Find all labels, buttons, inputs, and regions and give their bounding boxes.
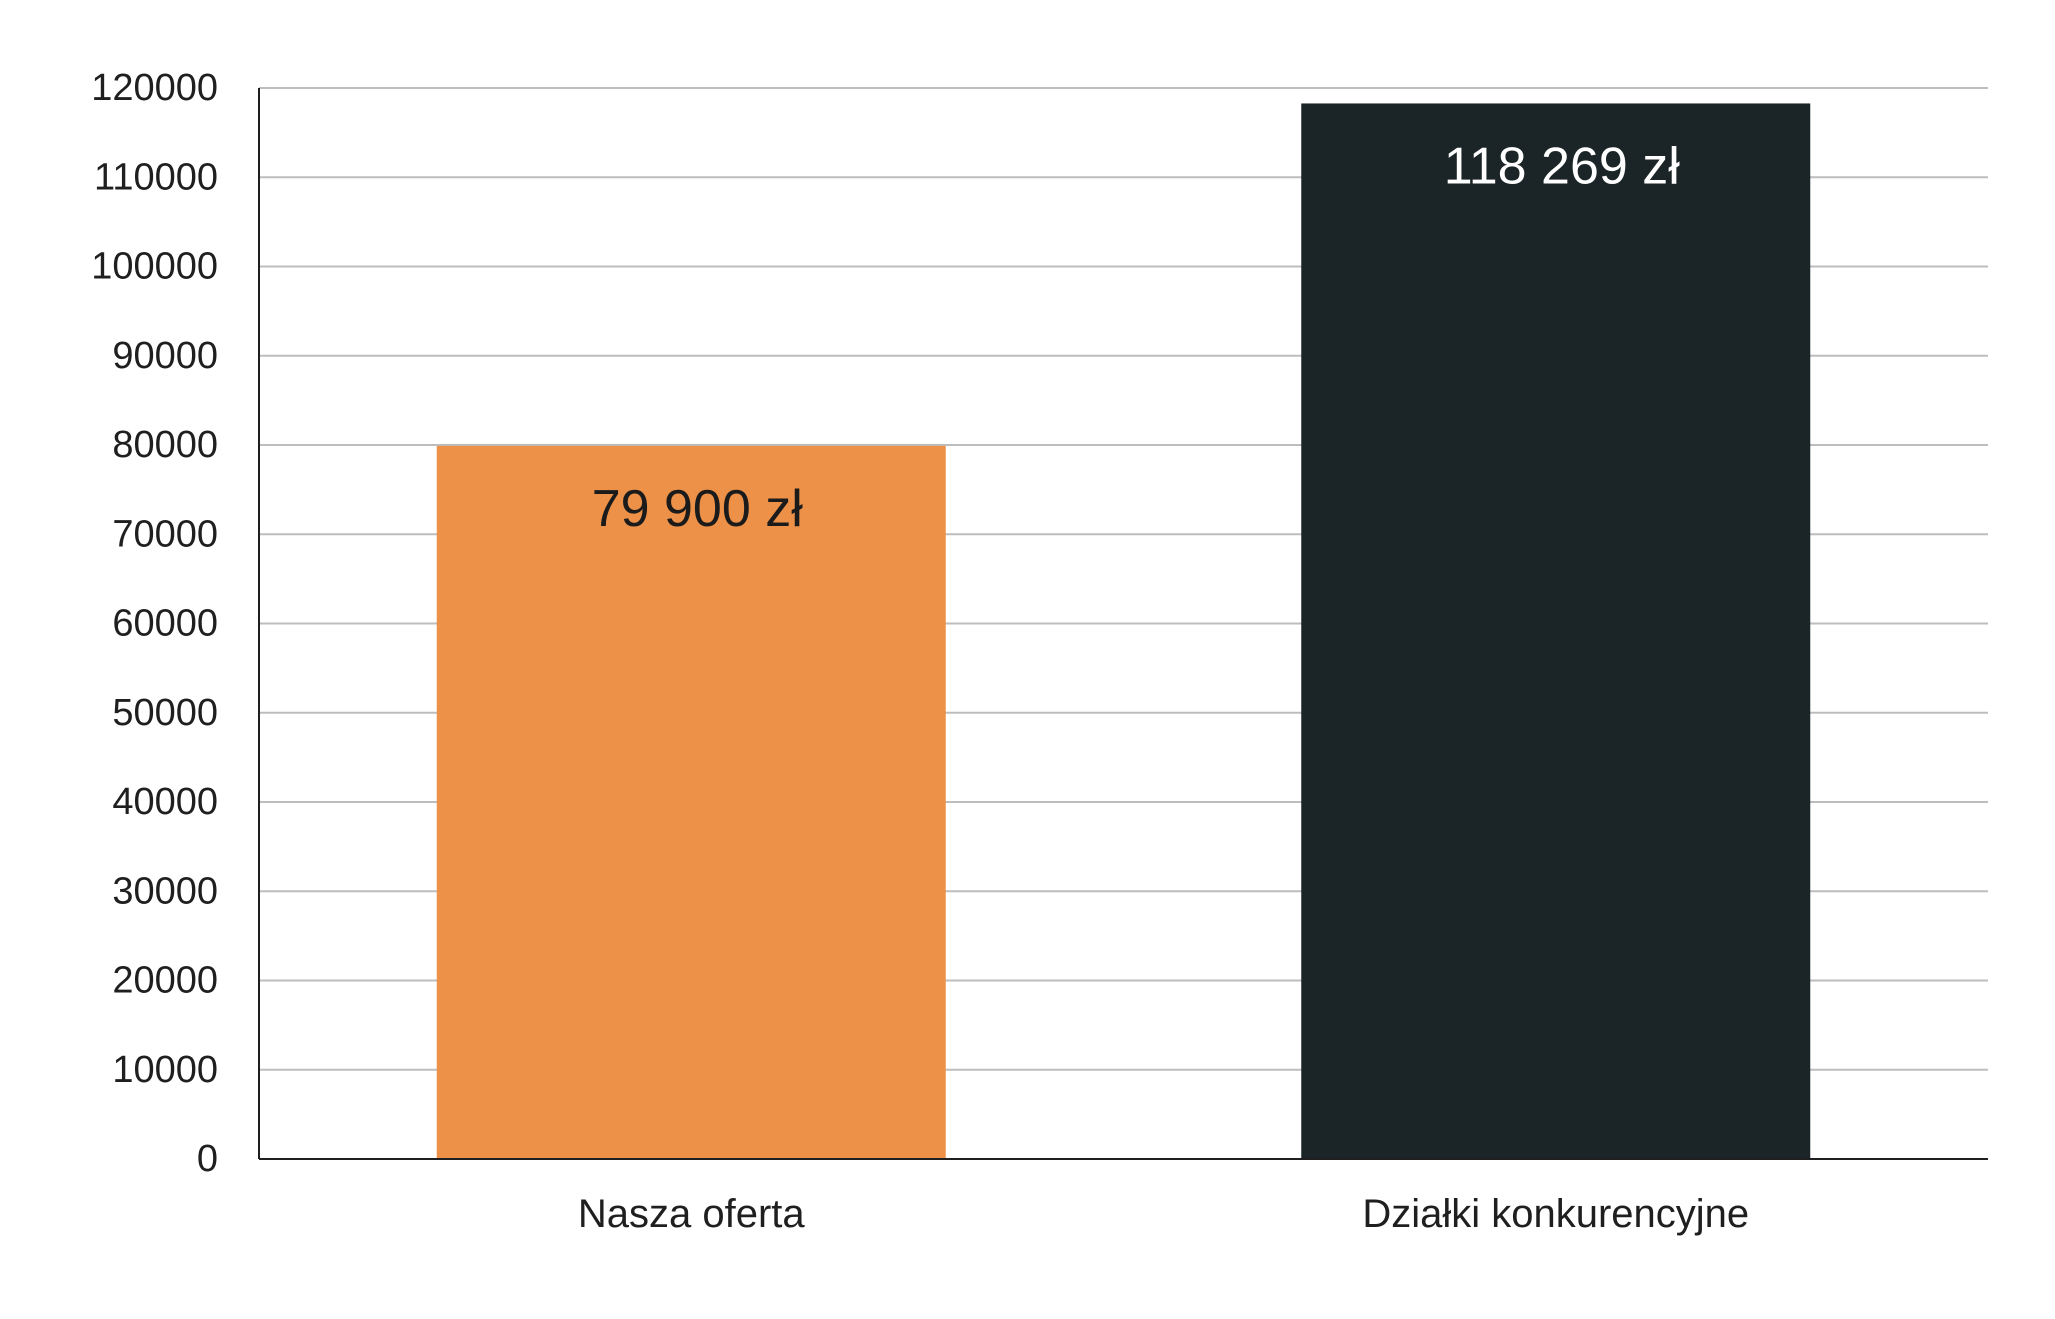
y-tick-label: 50000: [112, 692, 218, 734]
y-tick-label: 80000: [112, 424, 218, 466]
bar-data-label: 118 269 zł: [1444, 137, 1681, 195]
y-tick-label: 20000: [112, 960, 218, 1002]
y-tick-labels: 0 10000 20000 30000 40000 50000 60000 70000 8000…: [91, 67, 218, 1180]
y-tick-label: 30000: [112, 870, 218, 912]
bar: [436, 445, 946, 1160]
axes: [258, 88, 1988, 1160]
y-tick-label: 0: [197, 1138, 218, 1180]
y-tick-label: 60000: [112, 603, 218, 645]
bars: [436, 103, 1811, 1160]
y-tick-label: 120000: [91, 67, 218, 109]
y-tick-label: 110000: [94, 156, 218, 198]
bar-data-label: 79 900 zł: [592, 480, 803, 538]
y-tick-label: 100000: [91, 246, 218, 288]
y-tick-label: 70000: [112, 513, 218, 555]
bar: [1301, 103, 1811, 1159]
x-category-labels: Nasza oferta Działki konkurencyjne: [578, 1192, 1749, 1236]
data-labels: 79 900 zł 118 269 zł: [592, 137, 1681, 537]
x-category-label: Działki konkurencyjne: [1362, 1192, 1749, 1236]
y-tick-label: 10000: [112, 1049, 218, 1091]
y-tick-label: 40000: [112, 781, 218, 823]
y-tick-label: 90000: [112, 335, 218, 377]
x-category-label: Nasza oferta: [578, 1192, 806, 1236]
